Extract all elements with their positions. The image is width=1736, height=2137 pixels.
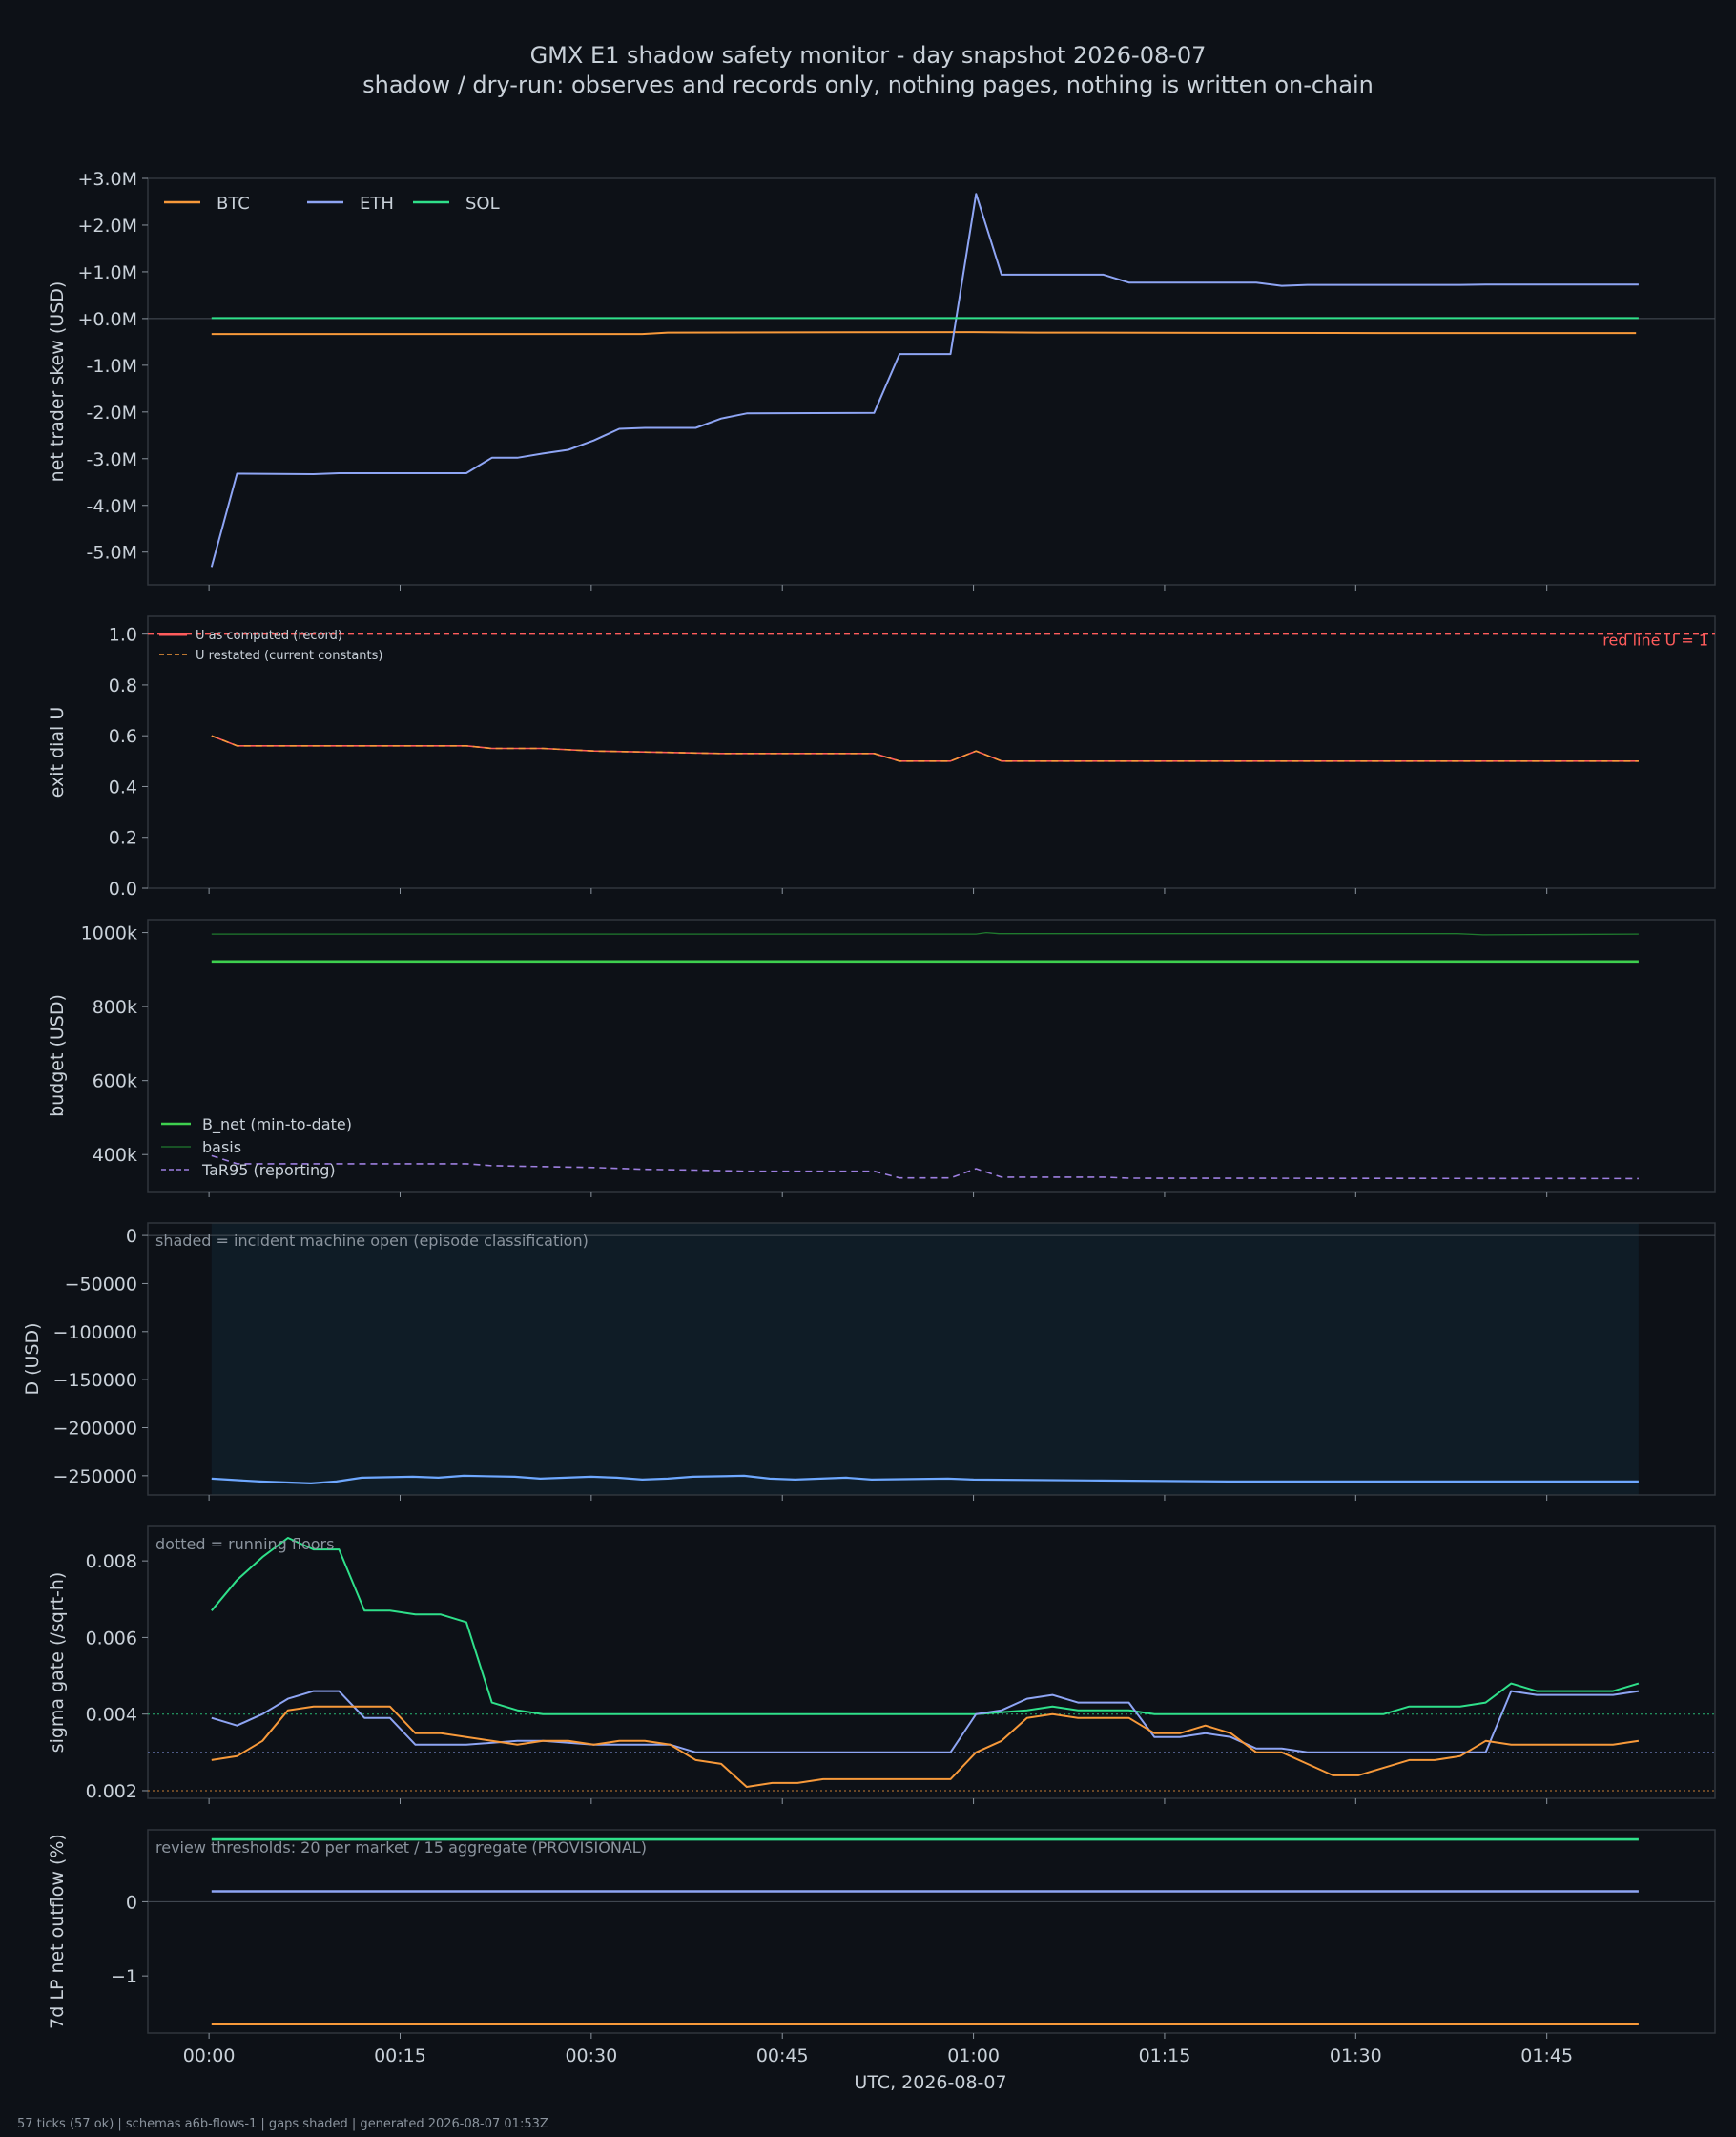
y-tick-label: −1 — [111, 1966, 137, 1987]
y-axis-label: 7d LP net outflow (%) — [47, 1834, 68, 2029]
x-axis-label: UTC, 2026-08-07 — [854, 2072, 1006, 2093]
plot-frame — [147, 1525, 1716, 1799]
y-tick-label: −250000 — [53, 1466, 137, 1487]
series-line — [210, 193, 1639, 568]
plot-frame — [147, 177, 1716, 586]
footer-status: 57 ticks (57 ok) | schemas a6b-flows-1 |… — [17, 2117, 548, 2131]
y-tick-label: 800k — [93, 997, 137, 1018]
panel-6: 0 −1 7d LP net outflow (%) review threshold… — [47, 1829, 1716, 2039]
y-axis-label: net trader skew (USD) — [47, 281, 68, 483]
x-tick-label: 00:30 — [565, 2045, 617, 2066]
y-axis-label: exit dial U — [47, 707, 68, 799]
panel-3: 400k 600k 800k 1000k budget (USD) B_net (min-… — [47, 919, 1716, 1197]
y-tick-label: 0 — [126, 1892, 137, 1913]
legend-label: B_net (min-to-date) — [202, 1115, 352, 1134]
legend-label: basis — [202, 1138, 241, 1156]
plot-frame — [147, 1829, 1716, 2034]
y-tick-label: 600k — [93, 1071, 137, 1092]
plot-frame — [147, 615, 1716, 889]
y-tick-label: −100000 — [53, 1322, 137, 1343]
plot-frame — [147, 919, 1716, 1193]
series-line — [211, 1705, 1640, 1788]
y-axis-label: D (USD) — [22, 1322, 43, 1395]
series-line — [211, 1690, 1640, 1753]
x-tick-label: 00:00 — [183, 2045, 236, 2066]
legend-label: BTC — [217, 194, 250, 214]
y-tick-label: 0.006 — [86, 1628, 137, 1649]
y-tick-label: -1.0M — [87, 356, 137, 377]
panel-annotation: review thresholds: 20 per market / 15 ag… — [155, 1838, 647, 1857]
panel-4: 0 −50000 −100000 −150000 −200000 −250000 D (US… — [22, 1222, 1716, 1501]
y-tick-label: 0.008 — [86, 1551, 137, 1572]
y-tick-label: 0.0 — [109, 879, 137, 900]
series-line — [211, 331, 1637, 336]
panels: +3.0M +2.0M +1.0M +0.0M -1.0M -2.0M -3.0M -4.0M… — [22, 169, 1716, 2093]
y-tick-label: 0.2 — [109, 828, 137, 849]
y-tick-label: +0.0M — [77, 309, 137, 330]
plot-frame — [147, 1222, 1716, 1496]
figure-subtitle: shadow / dry-run: observes and records o… — [362, 72, 1374, 98]
x-tick-label: 01:45 — [1520, 2045, 1573, 2066]
y-tick-label: 400k — [93, 1145, 137, 1166]
panel-annotation: dotted = running floors — [155, 1535, 334, 1553]
y-tick-label: −200000 — [53, 1419, 137, 1440]
y-tick-label: 1000k — [81, 923, 137, 944]
series-line — [211, 735, 1639, 762]
red-line-label: red line U = 1 — [1602, 632, 1708, 650]
y-tick-label: 0.4 — [109, 777, 137, 798]
y-tick-label: 1.0 — [109, 625, 137, 646]
y-tick-label: 0.6 — [109, 726, 137, 747]
y-tick-label: 0.002 — [86, 1781, 137, 1802]
y-tick-label: -2.0M — [87, 403, 137, 424]
panel-1: +3.0M +2.0M +1.0M +0.0M -1.0M -2.0M -3.0M -4.0M… — [47, 169, 1716, 591]
legend-label: TaR95 (reporting) — [201, 1161, 336, 1179]
y-tick-label: -3.0M — [87, 449, 137, 470]
y-tick-label: 0 — [126, 1226, 137, 1247]
y-tick-label: +3.0M — [77, 169, 137, 190]
legend-label: U as computed (record) — [196, 629, 342, 643]
y-tick-label: -5.0M — [87, 543, 137, 564]
legend-label: ETH — [360, 194, 394, 214]
y-axis-label: sigma gate (/sqrt-h) — [47, 1572, 68, 1753]
y-tick-label: +1.0M — [77, 262, 137, 283]
legend-label: SOL — [465, 194, 500, 214]
y-axis-label: budget (USD) — [47, 994, 68, 1117]
x-tick-label: 00:45 — [756, 2045, 809, 2066]
series-line — [211, 1474, 1639, 1484]
figure-title: GMX E1 shadow safety monitor - day snaps… — [530, 42, 1207, 69]
x-tick-label: 00:15 — [374, 2045, 426, 2066]
series-line — [211, 1154, 1639, 1180]
x-tick-label: 01:00 — [947, 2045, 1000, 2066]
y-tick-label: 0.8 — [109, 675, 137, 696]
panel-5: 0.002 0.004 0.006 0.008 sigma gate (/sqrt-h)… — [47, 1525, 1716, 1804]
y-tick-label: +2.0M — [77, 216, 137, 237]
y-tick-label: 0.004 — [86, 1705, 137, 1726]
incident-shade — [211, 1223, 1639, 1495]
x-tick-label: 01:15 — [1139, 2045, 1191, 2066]
x-tick-label: 01:30 — [1330, 2045, 1382, 2066]
legend-label: U restated (current constants) — [196, 649, 382, 663]
panel-annotation: shaded = incident machine open (episode … — [155, 1232, 589, 1250]
panel-2: 0.0 0.2 0.4 0.6 0.8 1.0 exit dial U red line U … — [47, 615, 1716, 900]
series-line — [211, 931, 1639, 936]
y-tick-label: −50000 — [65, 1274, 137, 1295]
y-tick-label: -4.0M — [87, 496, 137, 517]
y-tick-label: −150000 — [53, 1370, 137, 1391]
